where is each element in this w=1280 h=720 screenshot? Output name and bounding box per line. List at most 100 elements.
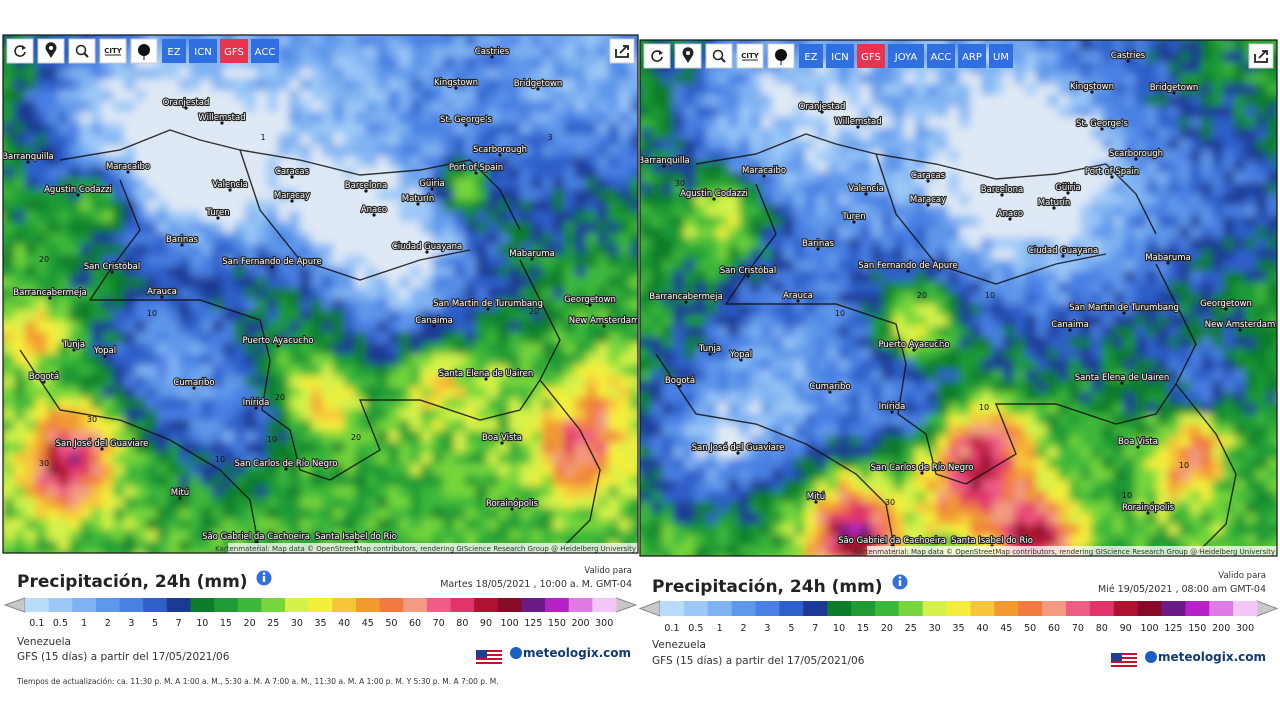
precip-cell <box>58 541 71 553</box>
precip-cell <box>673 106 686 119</box>
precip-cell <box>1179 95 1192 108</box>
precip-cell <box>860 337 873 350</box>
refresh-button[interactable] <box>6 38 34 64</box>
precip-cell <box>970 282 983 295</box>
precip-cell <box>860 260 873 273</box>
precip-cell <box>717 326 730 339</box>
precip-cell <box>289 398 302 411</box>
precip-cell <box>1234 183 1247 196</box>
precip-cell <box>234 266 247 279</box>
precip-cell <box>25 277 38 290</box>
info-button[interactable] <box>256 570 272 586</box>
share-button[interactable] <box>609 38 635 64</box>
precip-cell <box>366 79 379 92</box>
precip-cell <box>278 486 291 499</box>
place-label: Caracas <box>275 167 310 177</box>
precip-cell <box>267 365 280 378</box>
precip-cell <box>882 106 895 119</box>
precip-cell <box>80 255 93 268</box>
precip-cell <box>80 200 93 213</box>
precip-cell <box>234 189 247 202</box>
precip-cell <box>432 475 445 488</box>
model-button[interactable]: GFS <box>220 39 248 63</box>
precip-cell <box>58 244 71 257</box>
precip-cell <box>1157 128 1170 141</box>
model-button[interactable]: ICN <box>189 39 217 63</box>
model-button[interactable]: ACC <box>251 39 279 63</box>
precip-cell <box>476 255 489 268</box>
precip-cell <box>432 112 445 125</box>
precip-cell <box>926 194 939 207</box>
precip-cell <box>608 277 621 290</box>
precip-cell <box>794 161 807 174</box>
precip-cell <box>47 398 60 411</box>
precip-cell <box>860 326 873 339</box>
precip-cell <box>662 73 675 86</box>
precip-cell <box>586 299 599 312</box>
precip-cell <box>597 387 610 400</box>
precip-cell <box>630 519 638 532</box>
precip-cell <box>498 156 511 169</box>
precip-cell <box>311 79 324 92</box>
precip-cell <box>1267 117 1277 130</box>
precip-cell <box>410 233 423 246</box>
precip-cell <box>662 161 675 174</box>
precip-cell <box>1245 183 1258 196</box>
precip-cell <box>135 145 148 158</box>
precip-cell <box>509 156 522 169</box>
precip-cell <box>58 409 71 422</box>
precip-cell <box>91 420 104 433</box>
precip-cell <box>937 326 950 339</box>
precip-cell <box>410 519 423 532</box>
precip-cell <box>1080 260 1093 273</box>
precip-cell <box>992 337 1005 350</box>
precip-cell <box>47 354 60 367</box>
precip-cell <box>992 260 1005 273</box>
precip-cell <box>498 453 511 466</box>
precip-cell <box>102 101 115 114</box>
precip-cell <box>750 227 763 240</box>
model-button[interactable]: EZ <box>162 39 186 63</box>
precip-cell <box>487 420 500 433</box>
precip-cell <box>761 73 774 86</box>
precip-cell <box>706 249 719 262</box>
precip-cell <box>882 117 895 130</box>
precip-cell <box>673 293 686 306</box>
precip-cell <box>1025 183 1038 196</box>
precip-cell <box>1146 51 1159 64</box>
precip-cell <box>520 222 533 235</box>
precip-cell <box>553 68 566 81</box>
precip-cell <box>893 183 906 196</box>
precip-cell <box>102 497 115 510</box>
precip-cell <box>1201 139 1214 152</box>
precip-cell <box>157 365 170 378</box>
zoom-button[interactable] <box>68 38 96 64</box>
precip-cell <box>706 150 719 163</box>
location-button[interactable] <box>37 38 65 64</box>
precip-cell <box>882 337 895 350</box>
city-button[interactable]: CITY <box>99 38 127 64</box>
legend-label: 1 <box>81 618 87 629</box>
precip-cell <box>619 233 632 246</box>
precip-cell <box>80 409 93 422</box>
precip-cell <box>520 134 533 147</box>
precip-cell <box>706 73 719 86</box>
precip-cell <box>915 172 928 185</box>
precip-cell <box>739 73 752 86</box>
precip-cell <box>421 519 434 532</box>
precip-cell <box>300 266 313 279</box>
precip-cell <box>465 101 478 114</box>
precip-cell <box>575 57 588 70</box>
precip-cell <box>476 519 489 532</box>
precip-cell <box>1058 62 1071 75</box>
precip-cell <box>509 442 522 455</box>
precip-cell <box>300 409 313 422</box>
precip-cell <box>498 222 511 235</box>
precip-cell <box>355 200 368 213</box>
precip-cell <box>289 387 302 400</box>
dot-button[interactable] <box>130 38 158 64</box>
precip-cell <box>454 519 467 532</box>
precip-cell <box>14 288 27 301</box>
precip-cell <box>168 409 181 422</box>
precip-cell <box>684 106 697 119</box>
